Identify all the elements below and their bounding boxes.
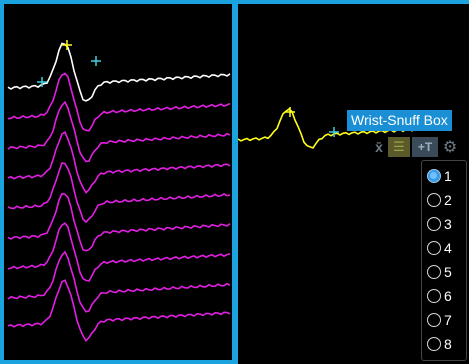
trace-line <box>7 279 231 343</box>
add-trace-button[interactable]: +T <box>412 137 438 157</box>
trace-option-6[interactable]: 6 <box>422 284 466 308</box>
peak-marker[interactable] <box>62 40 72 50</box>
trace-option-label: 1 <box>444 168 452 184</box>
list-icon[interactable]: ☰ <box>388 137 410 157</box>
trace-option-8[interactable]: 8 <box>422 332 466 356</box>
trace-line <box>7 162 231 224</box>
trace-option-label: 2 <box>444 192 452 208</box>
end-marker[interactable] <box>91 56 101 66</box>
trace-toolbar: x̄ ☰ +T ⚙ <box>372 136 460 158</box>
trace-option-label: 5 <box>444 264 452 280</box>
trace-option-1[interactable]: 1 <box>422 164 466 188</box>
trace-option-5[interactable]: 5 <box>422 260 466 284</box>
trace-option-4[interactable]: 4 <box>422 236 466 260</box>
trace-line <box>7 222 231 282</box>
radio-button[interactable] <box>427 241 441 255</box>
trace-option-label: 7 <box>444 312 452 328</box>
average-button[interactable]: x̄ <box>375 139 383 155</box>
trace-option-2[interactable]: 2 <box>422 188 466 212</box>
trace-option-label: 6 <box>444 288 452 304</box>
gear-icon[interactable]: ⚙ <box>442 139 458 156</box>
stacked-traces <box>7 40 231 343</box>
trace-option-3[interactable]: 3 <box>422 212 466 236</box>
radio-button[interactable] <box>427 289 441 303</box>
radio-button[interactable] <box>427 217 441 231</box>
trace-line <box>7 131 231 194</box>
trace-stack-panel[interactable] <box>0 0 236 364</box>
active-trace <box>7 42 231 102</box>
radio-button[interactable] <box>427 193 441 207</box>
trace-option-label: 8 <box>444 336 452 352</box>
trace-line <box>7 192 231 252</box>
radio-button[interactable] <box>427 169 441 183</box>
trace-option-label: 3 <box>444 216 452 232</box>
panel-divider <box>232 0 238 364</box>
preview-peak-marker[interactable] <box>285 107 295 117</box>
trace-option-7[interactable]: 7 <box>422 308 466 332</box>
trace-line <box>7 100 231 163</box>
radio-button[interactable] <box>427 265 441 279</box>
radio-button[interactable] <box>427 313 441 327</box>
trace-selector: 1 2 3 4 5 6 7 8 <box>421 160 467 361</box>
preview-end-marker[interactable] <box>329 127 339 137</box>
trace-option-label: 4 <box>444 240 452 256</box>
site-label: Wrist-Snuff Box <box>347 110 452 131</box>
trace-line <box>7 250 231 313</box>
radio-button[interactable] <box>427 337 441 351</box>
trace-line <box>7 72 231 132</box>
onset-marker[interactable] <box>37 77 47 87</box>
